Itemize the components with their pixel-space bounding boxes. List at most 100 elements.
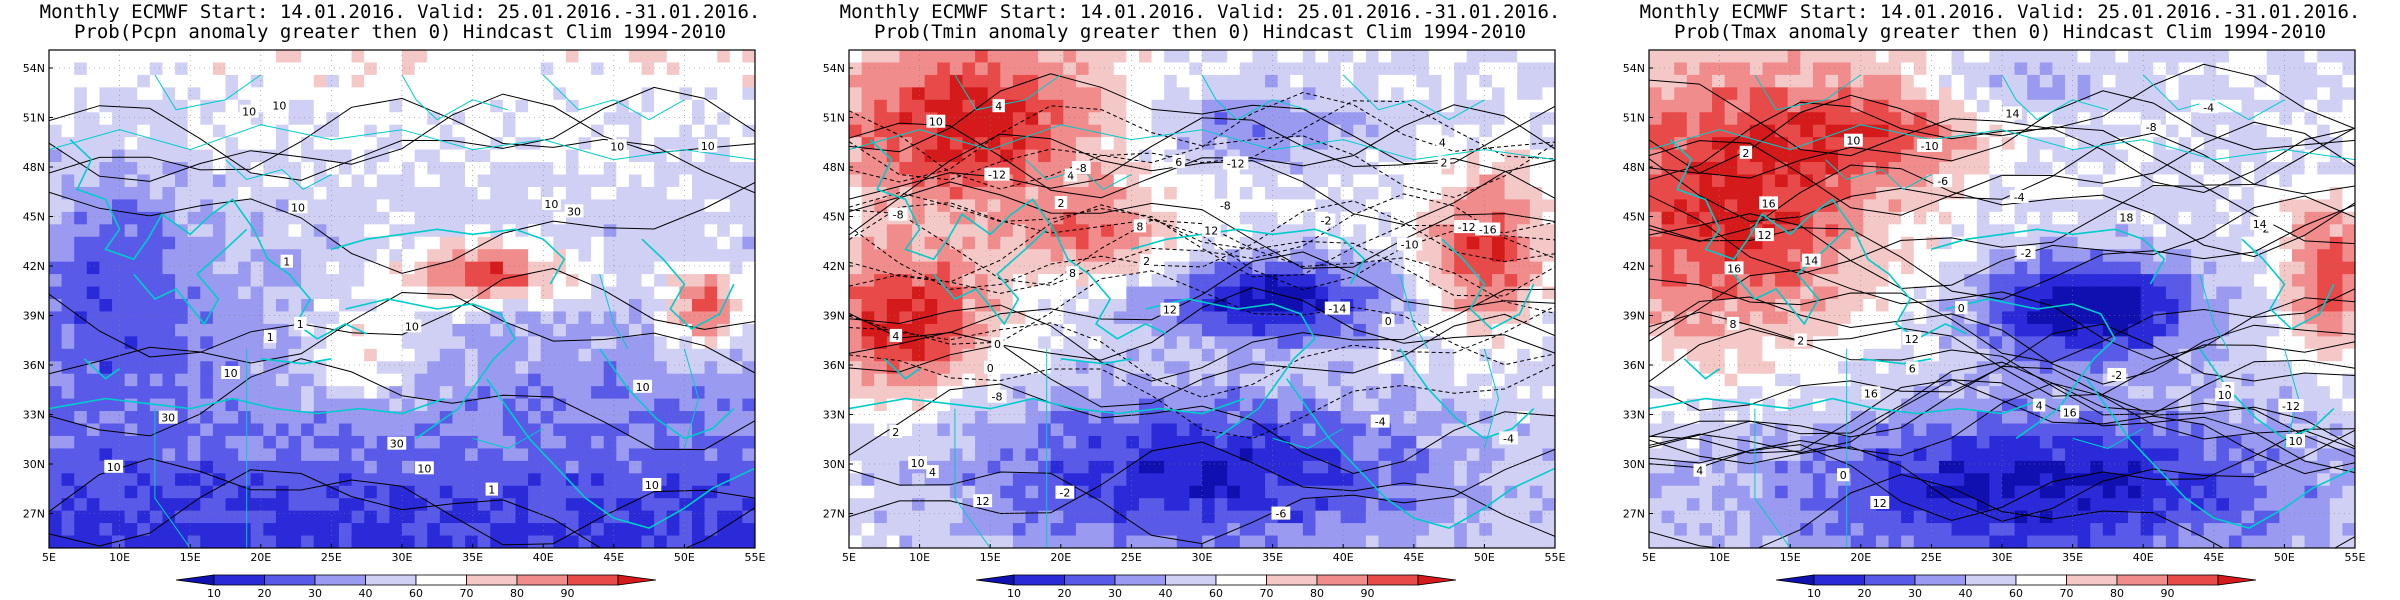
map-area-pcpn: 10 10 10 10 10 10 10 10 10 10 10 10 30 30 30 1 1 1 1 [49,50,755,548]
colorbar-label: 30 [308,587,322,600]
contour-label: 10 [701,140,715,153]
contour-label: 1 [283,256,290,269]
lon-tick-label: 5E [842,551,856,564]
contour-line [1649,323,2355,411]
contour-label: 8 [1136,220,1143,233]
contour-label: -2 [1321,215,1332,228]
contour-line [1649,311,2355,397]
contour-label: -4 [2014,191,2025,204]
colorbar-swatch [1165,574,1217,586]
colorbar-label: 60 [409,587,423,600]
colorbar-swatch [1965,574,2017,586]
border-line [2072,428,2144,449]
lon-tick-label: 15E [180,551,201,564]
contour-label: -4 [2203,101,2214,114]
contour-label: 14 [2006,108,2020,121]
colorbar-label: 60 [1209,587,1223,600]
contour-label: -6 [1937,175,1948,188]
coastline [1286,378,1555,529]
contour-label-box [1382,313,1395,327]
lat-tick-label: 39N [823,310,845,323]
contour-label-box [1861,386,1881,400]
border-line [1272,428,1344,449]
colorbar-label: 70 [2060,587,2074,600]
contour-label-box [2250,216,2270,230]
contour-label-box [542,197,561,211]
contour-label: 0 [1840,469,1847,482]
colorbar-label: 40 [1959,587,1973,600]
lat-tick-label: 33N [23,409,45,422]
colorbar-min-arrow [975,574,1015,586]
coastline [260,358,332,365]
contour-label: 30 [161,412,175,425]
coastline [869,139,1012,261]
border-line [1649,124,2355,161]
contour-line [849,133,1555,226]
contour-label: -10 [1401,239,1419,252]
contour-label: 4 [1696,465,1703,478]
contour-label: 4 [995,100,1002,113]
lat-tick-label: 51N [23,112,45,125]
border-line [599,273,629,350]
contour-line [1649,473,2355,548]
coastline [1441,238,1535,330]
contour-label-box [1955,301,1968,314]
coastline [2199,348,2335,440]
contour-label-box [1454,220,1480,234]
border-line [1754,74,1862,111]
coastline [1010,198,1168,340]
coastline [1669,139,1812,261]
lat-tick-label: 30N [1623,458,1645,471]
contour-label: 14 [2253,218,2267,231]
border-line [2142,74,2285,121]
contour-line [1649,328,2355,416]
contour-label: -8 [1076,162,1087,175]
coastline [1810,198,1968,340]
colorbar-label: 40 [1159,587,1173,600]
lon-tick-label: 45E [2203,551,2224,564]
colorbar-label: 30 [1108,587,1122,600]
contour-label: 10 [405,320,419,333]
contour-line [849,354,1555,440]
contour-label: 10 [636,381,650,394]
panel-title-line2: Prob(Pcpn anomaly greater then 0) Hindca… [73,21,727,43]
contour-label-box [2278,399,2304,412]
contour-label: 18 [2119,211,2133,224]
contour-label-box [264,329,277,343]
contour-label-box [642,478,662,491]
panel-title-line1: Monthly ECMWF Start: 14.01.2016. Valid: … [39,1,761,23]
contour-label-box [239,104,259,118]
map-panel-tmax: Monthly ECMWF Start: 14.01.2016. Valid: … [1600,0,2400,600]
coastline [849,397,1245,415]
coastline [1733,228,1848,326]
lat-tick-label: 48N [1623,161,1645,174]
contour-label-box [889,425,902,438]
colorbar-swatch [516,574,568,586]
contour-label: 4 [1439,136,1446,149]
colorbar-label: 40 [359,587,373,600]
contour-label: 12 [1905,333,1919,346]
contour-label: 14 [1804,255,1818,268]
contour-label-box [1499,431,1518,445]
contour-label: 4 [2036,400,2043,413]
lat-tick-label: 42N [23,260,45,273]
contour-label-box [1917,138,1943,152]
border-line [2199,273,2229,350]
colorbar-label: 10 [1007,587,1021,600]
contour-label-box [1397,237,1423,251]
coastline [1649,397,2045,415]
coastline [2086,378,2355,529]
lon-tick-label: 45E [1403,551,1424,564]
contour-label-box [387,436,407,450]
panel-title-line2: Prob(Tmin anomaly greater then 0) Hindca… [873,21,1527,43]
contour-label: 6 [1175,156,1182,169]
contour-label: -8 [2146,121,2157,134]
contour-label-box [1223,156,1249,170]
lon-tick-label: 10E [1709,551,1730,564]
contour-label-box [1837,468,1850,482]
contour-line [49,267,755,358]
contour-label-box [1437,155,1451,169]
contour-label: 30 [567,205,581,218]
lon-tick-label: 10E [909,551,930,564]
border-line [2283,348,2300,449]
